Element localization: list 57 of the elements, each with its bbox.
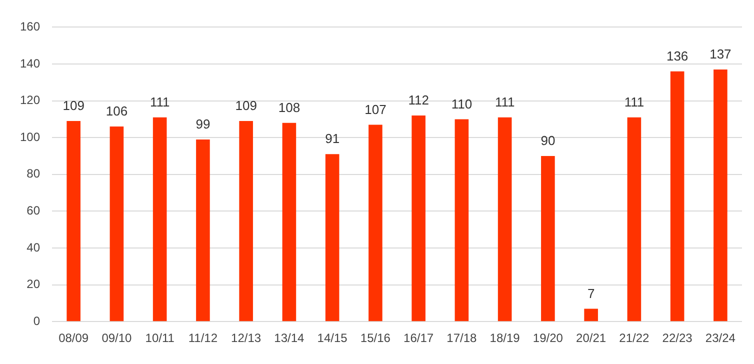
bar	[541, 156, 555, 322]
x-tick-label: 14/15	[317, 331, 348, 346]
y-tick-label: 100	[20, 130, 40, 144]
x-tick-label: 12/13	[231, 331, 262, 346]
x-tick-label: 21/22	[619, 331, 650, 346]
y-tick-label: 20	[26, 277, 40, 292]
data-label: 99	[196, 116, 210, 132]
bar	[454, 119, 469, 322]
x-tick-label: 09/10	[102, 331, 132, 346]
x-tick-label: 13/14	[274, 331, 305, 346]
y-tick-label: 40	[26, 240, 40, 254]
data-label: 111	[624, 94, 644, 110]
y-tick-label: 80	[26, 166, 40, 181]
bar	[110, 126, 124, 322]
bar	[282, 122, 296, 322]
data-label: 136	[666, 48, 688, 64]
y-tick-label: 160	[20, 20, 40, 34]
x-tick-label: 23/24	[705, 331, 736, 346]
bar	[66, 121, 80, 322]
x-tick-label: 17/18	[446, 331, 478, 346]
bar	[714, 70, 728, 322]
x-tick-label: 08/09	[58, 331, 89, 346]
bar	[152, 117, 167, 322]
bar	[412, 116, 426, 322]
bar	[584, 308, 598, 322]
x-tick-label: 10/11	[145, 331, 175, 346]
data-label: 106	[106, 104, 128, 119]
data-label: 7	[587, 286, 595, 301]
data-label: 90	[540, 133, 556, 148]
data-label: 110	[451, 96, 472, 112]
bar	[627, 117, 642, 322]
y-tick-label: 140	[20, 56, 40, 70]
bar	[196, 139, 210, 322]
bar	[239, 121, 253, 322]
data-label: 111	[494, 94, 515, 110]
data-label: 91	[325, 131, 340, 146]
data-label: 137	[710, 46, 732, 62]
x-tick-label: 18/19	[490, 331, 520, 346]
data-label: 111	[150, 94, 170, 110]
data-label: 109	[235, 98, 257, 114]
data-label: 107	[364, 102, 386, 117]
data-label: 109	[62, 98, 84, 114]
data-label: 108	[278, 100, 300, 115]
x-tick-label: 20/21	[576, 331, 606, 346]
x-tick-label: 22/23	[662, 331, 693, 346]
data-label: 112	[408, 92, 429, 108]
y-tick-label: 120	[20, 93, 40, 108]
bar	[498, 117, 512, 322]
x-tick-label: 15/16	[360, 331, 391, 346]
bar	[670, 71, 684, 322]
x-tick-label: 11/12	[188, 331, 218, 346]
bar	[325, 154, 340, 322]
y-tick-label: 60	[26, 204, 40, 218]
bar	[368, 124, 382, 322]
x-tick-label: 16/17	[404, 331, 434, 346]
y-tick-label: 0	[33, 314, 40, 328]
x-tick-label: 19/20	[532, 331, 564, 346]
